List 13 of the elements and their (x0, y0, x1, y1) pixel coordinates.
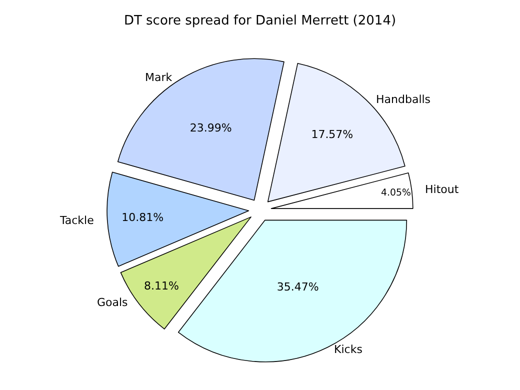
data-label: 17.57% (311, 128, 354, 142)
chart-title: DT score spread for Daniel Merrett (2014) (124, 14, 396, 29)
slice-label: Mark (145, 71, 173, 84)
data-label: 10.81% (122, 210, 164, 224)
data-label: 35.47% (276, 280, 319, 294)
slice-label: Tackle (59, 214, 94, 227)
data-label: 23.99% (190, 122, 232, 135)
slice-label: Handballs (376, 93, 431, 106)
data-label: 4.05% (380, 188, 411, 199)
slice-label: Goals (97, 296, 128, 309)
slice-label: Kicks (334, 343, 363, 356)
slice-label: Hitout (425, 183, 460, 196)
data-label: 8.11% (144, 280, 179, 293)
